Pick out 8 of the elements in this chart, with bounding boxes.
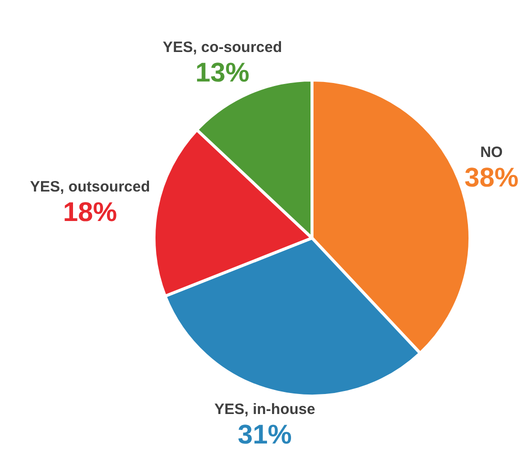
slice-label: YES, outsourced xyxy=(30,178,150,196)
data-label: 38% xyxy=(464,162,518,193)
data-label: 18% xyxy=(62,197,118,228)
data-label: 13% xyxy=(195,58,250,88)
data-label: 31% xyxy=(238,419,292,450)
slice-label: NO xyxy=(480,144,504,162)
slice-label: YES, in-house xyxy=(214,400,316,418)
slice-label: YES, co-sourced xyxy=(162,39,282,56)
